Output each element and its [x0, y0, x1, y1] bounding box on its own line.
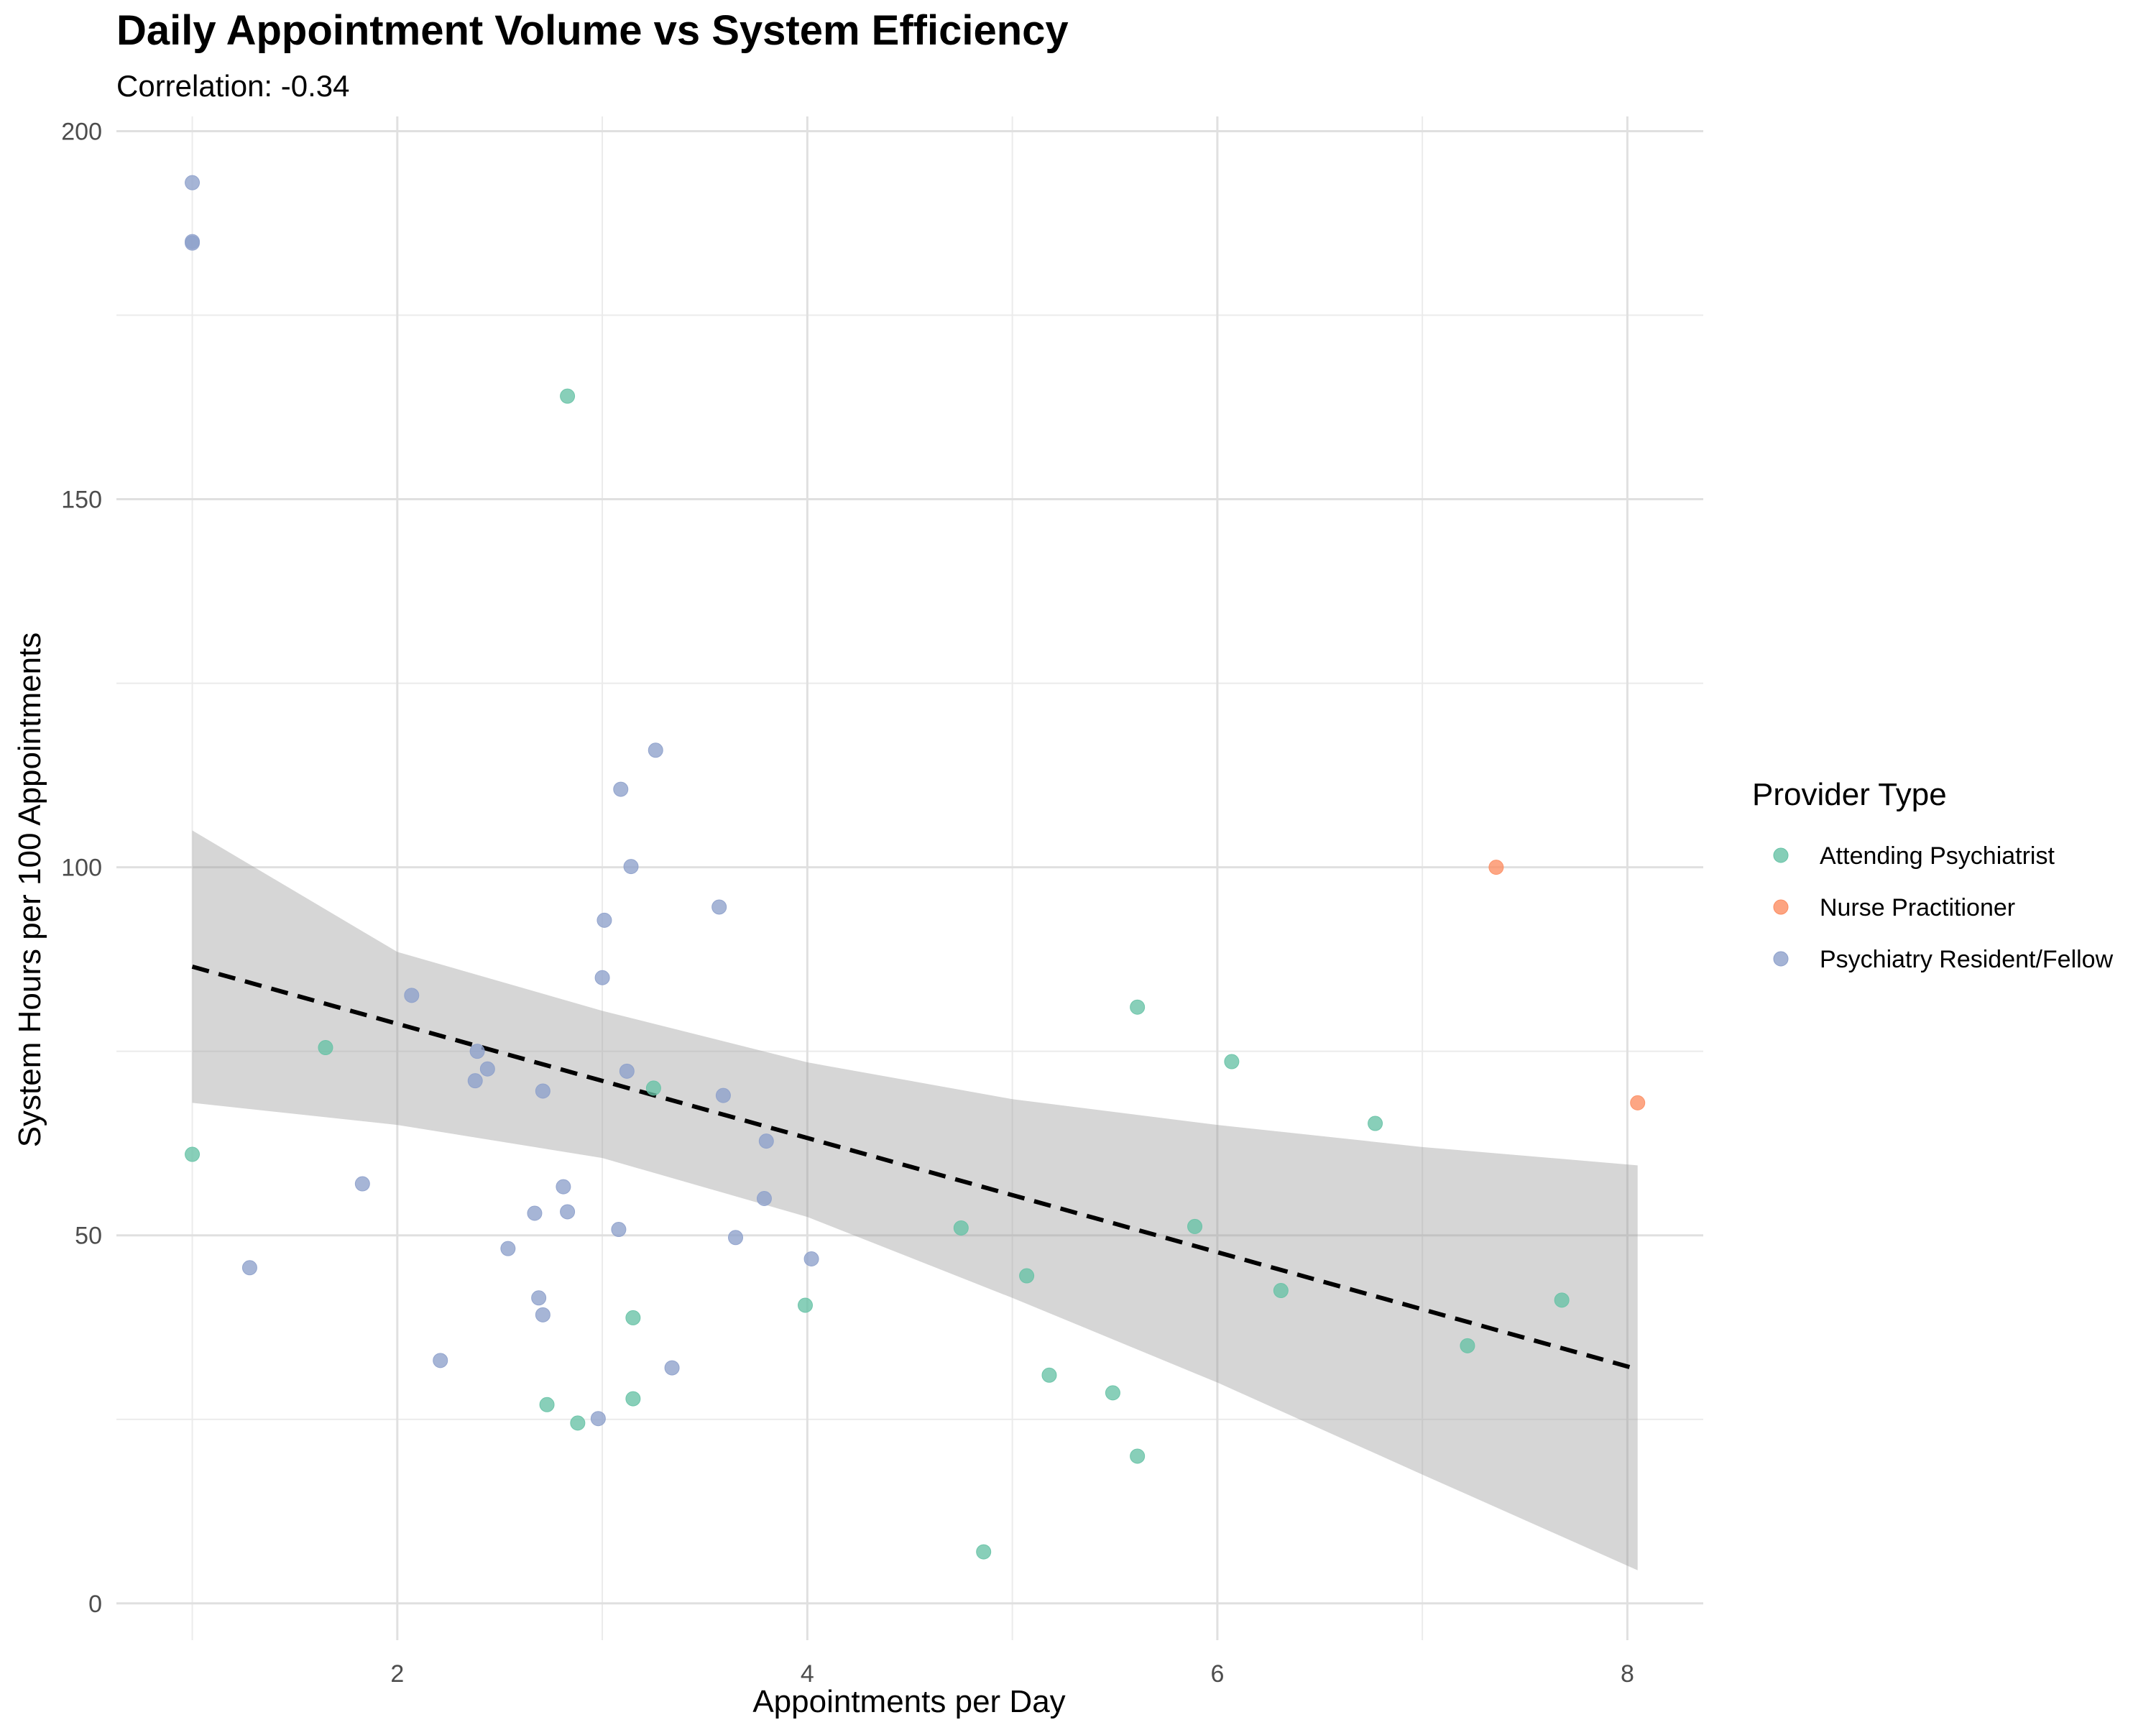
data-point-series-2	[711, 899, 727, 915]
data-point-series-0	[625, 1310, 641, 1325]
data-point-series-0	[1041, 1367, 1057, 1383]
data-point-series-2	[803, 1251, 819, 1266]
data-point-series-0	[1187, 1218, 1203, 1234]
data-point-series-0	[1460, 1338, 1475, 1353]
data-point-series-2	[535, 1307, 550, 1322]
data-point-series-0	[560, 388, 576, 404]
data-point-series-2	[619, 1063, 635, 1079]
chart-subtitle: Correlation: -0.34	[116, 69, 350, 103]
y-axis-ticks: 0 50 100 150 200	[61, 118, 102, 1617]
data-point-series-2	[613, 781, 629, 797]
x-tick-label: 4	[801, 1660, 814, 1688]
data-point-series-0	[645, 1080, 661, 1096]
y-tick-label: 100	[61, 855, 102, 882]
legend-label-series-1: Nurse Practitioner	[1820, 894, 2015, 921]
legend-key-series-1	[1773, 899, 1789, 915]
data-point-series-0	[798, 1297, 814, 1313]
data-point-series-0	[1130, 1448, 1146, 1464]
y-tick-label: 150	[61, 487, 102, 514]
data-point-series-2	[433, 1353, 448, 1368]
data-point-series-0	[185, 1146, 201, 1162]
data-point-series-2	[728, 1230, 744, 1246]
data-point-series-2	[185, 175, 201, 190]
trend-line	[191, 965, 1639, 1372]
data-point-series-0	[1368, 1116, 1383, 1131]
data-point-series-2	[185, 235, 201, 251]
data-point-series-2	[715, 1087, 731, 1103]
grid-major	[116, 116, 1703, 1640]
data-point-series-0	[625, 1391, 641, 1407]
data-point-series-0	[1105, 1385, 1120, 1401]
data-point-series-2	[354, 1176, 370, 1192]
legend-key-series-0	[1773, 847, 1789, 863]
y-tick-label: 200	[61, 118, 102, 145]
y-tick-label: 0	[88, 1591, 102, 1618]
data-point-series-2	[527, 1205, 543, 1221]
data-point-series-0	[318, 1040, 333, 1056]
grid-minor	[116, 116, 1703, 1640]
data-point-series-0	[1224, 1054, 1240, 1070]
x-axis-ticks: 2 4 6 8	[390, 1660, 1634, 1688]
x-tick-label: 6	[1210, 1660, 1224, 1688]
data-point-series-2	[664, 1360, 680, 1376]
data-point-series-2	[648, 742, 663, 758]
legend: Provider Type Attending Psychiatrist Nurs…	[1752, 777, 2114, 973]
data-point-series-2	[404, 988, 420, 1003]
data-points-layer	[185, 175, 1646, 1560]
data-point-series-2	[535, 1083, 550, 1099]
trend-line-layer	[191, 965, 1639, 1372]
data-point-series-0	[1273, 1283, 1289, 1299]
data-point-series-2	[469, 1044, 485, 1059]
data-point-series-2	[623, 859, 639, 875]
data-point-series-2	[241, 1260, 257, 1276]
data-point-series-2	[758, 1133, 774, 1149]
data-point-series-2	[556, 1179, 571, 1195]
confidence-band	[192, 830, 1638, 1570]
confidence-band-layer	[192, 830, 1638, 1570]
data-point-series-0	[1019, 1268, 1035, 1284]
data-point-series-2	[590, 1411, 606, 1427]
x-axis-title: Appointments per Day	[752, 1684, 1065, 1719]
data-point-series-0	[1130, 999, 1146, 1015]
x-tick-label: 8	[1621, 1660, 1634, 1688]
data-point-series-2	[500, 1241, 516, 1256]
legend-label-series-0: Attending Psychiatrist	[1820, 842, 2055, 870]
legend-key-series-2	[1773, 951, 1789, 967]
data-point-series-2	[596, 912, 612, 928]
data-point-series-2	[594, 970, 610, 985]
data-point-series-0	[976, 1544, 992, 1560]
data-point-series-2	[467, 1073, 483, 1089]
data-point-series-0	[539, 1397, 555, 1412]
data-point-series-2	[479, 1061, 495, 1077]
data-point-series-2	[531, 1290, 547, 1306]
x-tick-label: 2	[390, 1660, 404, 1688]
legend-label-series-2: Psychiatry Resident/Fellow	[1820, 946, 2114, 973]
legend-title: Provider Type	[1752, 777, 1947, 812]
data-point-series-1	[1488, 860, 1504, 875]
data-point-series-1	[1630, 1095, 1646, 1110]
data-point-series-2	[560, 1204, 576, 1220]
data-point-series-0	[953, 1220, 969, 1236]
data-point-series-0	[570, 1415, 586, 1431]
data-point-series-2	[611, 1222, 627, 1238]
data-point-series-2	[756, 1191, 772, 1207]
chart-title: Daily Appointment Volume vs System Effic…	[116, 7, 1069, 54]
data-point-series-0	[1554, 1292, 1570, 1308]
y-tick-label: 50	[75, 1223, 102, 1250]
y-axis-title: System Hours per 100 Appointments	[12, 632, 47, 1148]
